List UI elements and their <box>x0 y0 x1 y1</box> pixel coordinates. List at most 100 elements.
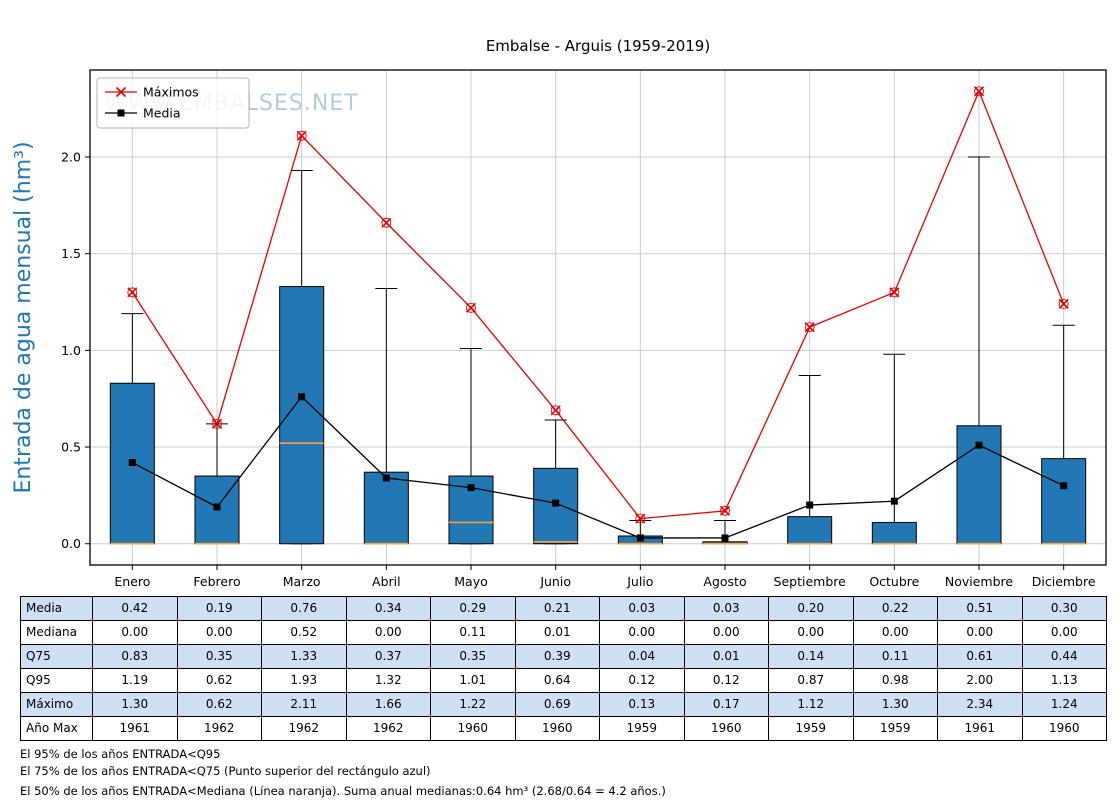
table-cell: 0.64 <box>515 669 600 693</box>
table-row-label: Máximo <box>21 693 93 717</box>
box-abril <box>363 471 409 545</box>
box-octubre <box>871 521 917 545</box>
chart-title: Embalse - Arguis (1959-2019) <box>485 37 711 55</box>
table-cell: 0.30 <box>1022 597 1107 621</box>
legend-label-media: Media <box>143 106 181 121</box>
table-cell: 0.01 <box>515 621 600 645</box>
table-cell: 0.87 <box>769 669 854 693</box>
x-tick-label: Enero <box>114 574 150 589</box>
table-cell: 1.13 <box>1022 669 1107 693</box>
table-cell: 0.00 <box>769 621 854 645</box>
x-tick-label: Noviembre <box>945 574 1014 589</box>
table-cell: 1959 <box>853 717 938 741</box>
table-cell: 0.22 <box>853 597 938 621</box>
mean-marker <box>806 501 814 509</box>
max-marker-ring <box>1058 299 1069 309</box>
table-cell: 0.35 <box>177 645 262 669</box>
footnote-line: El 95% de los años ENTRADA<Q95 <box>20 747 221 761</box>
max-marker-ring <box>466 302 476 313</box>
mean-marker <box>636 534 644 542</box>
mean-marker <box>975 441 983 449</box>
max-marker <box>804 322 815 333</box>
table-cell: 1.33 <box>262 645 347 669</box>
table-cell: 1.30 <box>93 693 178 717</box>
table-cell: 0.00 <box>1022 621 1107 645</box>
max-marker <box>719 505 731 516</box>
table-row-label: Mediana <box>21 621 93 645</box>
mean-marker <box>382 474 390 482</box>
y-tick-label: 1.0 <box>61 343 81 358</box>
max-marker <box>635 513 646 524</box>
table-cell: 1959 <box>600 717 685 741</box>
stats-table: Media 0.42 0.19 0.76 0.34 0.29 0.21 0.03 0.03 0.2… <box>20 596 1107 741</box>
table-cell: 1961 <box>938 717 1023 741</box>
table-cell: 1.01 <box>431 669 516 693</box>
max-marker-ring <box>381 217 392 228</box>
x-tick-label: Abril <box>372 574 401 589</box>
max-marker <box>973 86 985 97</box>
mean-marker <box>128 459 136 467</box>
table-cell: 0.00 <box>177 621 262 645</box>
footnote-line: El 50% de los años ENTRADA<Mediana (Líne… <box>20 784 666 798</box>
table-cell: 0.17 <box>684 693 769 717</box>
table-cell: 0.44 <box>1022 645 1107 669</box>
table-row-label: Q95 <box>21 669 93 693</box>
table-cell: 0.76 <box>262 597 347 621</box>
max-marker-ring <box>720 505 730 516</box>
legend-label-maximos: Máximos <box>143 85 199 100</box>
table-cell: 1962 <box>177 717 262 741</box>
x-tick-label: Diciembre <box>1032 574 1096 589</box>
max-marker-ring <box>127 287 138 298</box>
table-cell: 0.62 <box>177 693 262 717</box>
table-cell: 0.14 <box>769 645 854 669</box>
mean-line <box>132 395 1064 539</box>
max-marker <box>550 405 561 416</box>
table-cell: 0.00 <box>93 621 178 645</box>
max-marker-ring <box>889 287 900 298</box>
max-marker-ring <box>296 130 307 141</box>
mean-marker <box>552 499 560 507</box>
mean-marker <box>213 503 221 511</box>
footnote-line: El 75% de los años ENTRADA<Q75 (Punto su… <box>20 764 431 778</box>
max-marker <box>889 287 900 298</box>
mean-marker <box>721 534 729 542</box>
table-cell: 0.69 <box>515 693 600 717</box>
table-cell: 0.35 <box>431 645 516 669</box>
mean-marker <box>890 497 898 505</box>
table-cell: 0.03 <box>600 597 685 621</box>
table-cell: 2.11 <box>262 693 347 717</box>
table-row-label: Media <box>21 597 93 621</box>
x-tick-label: Mayo <box>454 574 488 589</box>
plot-border <box>89 69 1107 566</box>
table-cell: 1959 <box>769 717 854 741</box>
max-marker-ring <box>550 405 561 416</box>
table-cell: 1.12 <box>769 693 854 717</box>
table-cell: 0.13 <box>600 693 685 717</box>
table-cell: 1960 <box>515 717 600 741</box>
table-cell: 0.00 <box>346 621 431 645</box>
table-cell: 1960 <box>431 717 516 741</box>
max-marker-ring <box>974 86 984 97</box>
table-cell: 0.51 <box>938 597 1023 621</box>
table-cell: 2.00 <box>938 669 1023 693</box>
table-cell: 0.00 <box>600 621 685 645</box>
table-cell: 0.62 <box>177 669 262 693</box>
box-diciembre <box>1041 458 1087 545</box>
table-cell: 1960 <box>1022 717 1107 741</box>
table-cell: 1.19 <box>93 669 178 693</box>
y-tick-label: 1.5 <box>61 246 81 261</box>
table-cell: 2.34 <box>938 693 1023 717</box>
table-cell: 0.00 <box>853 621 938 645</box>
max-marker-ring <box>635 513 646 524</box>
table-cell: 0.19 <box>177 597 262 621</box>
x-tick-label: Octubre <box>869 574 919 589</box>
max-marker <box>296 130 307 141</box>
table-cell: 0.11 <box>853 645 938 669</box>
table-cell: 0.39 <box>515 645 600 669</box>
table-cell: 0.83 <box>93 645 178 669</box>
max-marker-ring <box>804 322 815 333</box>
y-tick-label: 0.0 <box>61 536 81 551</box>
x-tick-label: Marzo <box>283 574 321 589</box>
legend-box <box>96 77 250 129</box>
